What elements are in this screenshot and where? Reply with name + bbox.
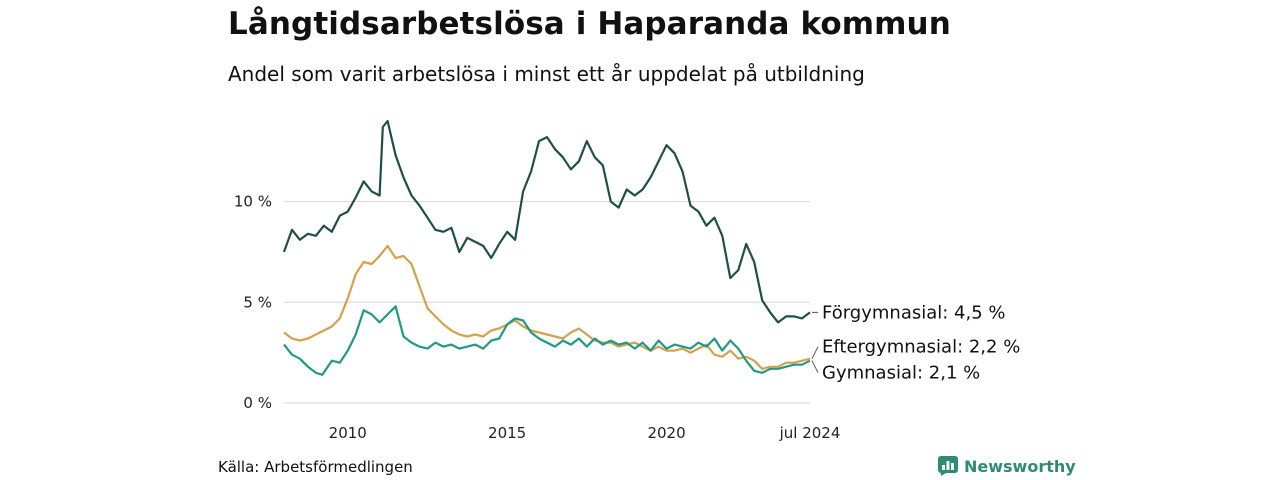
label-leader (811, 346, 819, 359)
label-leader (811, 360, 819, 373)
series-line-eftergymnasial (283, 244, 811, 370)
x-tick-label: 2010 (329, 424, 367, 442)
axis-ticks: 0 % 5 % 10 % 2010 2015 2020 jul 2024 (234, 193, 841, 442)
y-tick-label: 5 % (243, 293, 272, 311)
brand-logo[interactable]: Newsworthy (938, 455, 1076, 477)
chart-title: Långtidsarbetslösa i Haparanda kommun (228, 6, 951, 42)
series-line-förgymnasial (282, 119, 811, 324)
x-tick-label: 2015 (488, 424, 526, 442)
x-tick-label: 2020 (647, 424, 685, 442)
end-label-eftergymnasial: Eftergymnasial: 2,2 % (822, 337, 1020, 358)
series-lines (282, 119, 811, 376)
end-label-förgymnasial: Förgymnasial: 4,5 % (822, 302, 1006, 323)
end-labels: Förgymnasial: 4,5 % Eftergymnasial: 2,2 %… (811, 302, 1020, 384)
end-label-gymnasial: Gymnasial: 2,1 % (822, 363, 980, 384)
series-line-gymnasial (283, 305, 811, 376)
y-tick-label: 0 % (243, 394, 272, 412)
y-tick-label: 10 % (234, 193, 272, 211)
source-note: Källa: Arbetsförmedlingen (218, 458, 413, 476)
brand-name: Newsworthy (964, 456, 1076, 476)
x-tick-label: jul 2024 (779, 424, 841, 442)
newsworthy-icon (938, 456, 958, 476)
chart-subtitle: Andel som varit arbetslösa i minst ett å… (228, 62, 865, 86)
gridlines (284, 200, 810, 404)
